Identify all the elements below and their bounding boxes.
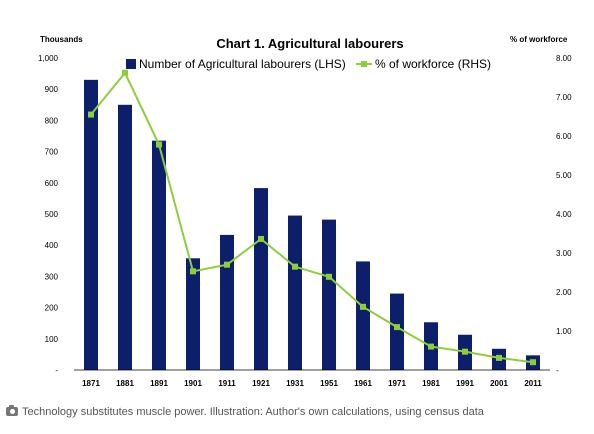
- right-tick-label: 3.00: [556, 249, 572, 258]
- line-point-1891: [156, 141, 162, 148]
- line-point-1921: [258, 235, 264, 242]
- x-tick-label: 1911: [218, 379, 236, 388]
- left-tick-label: 500: [45, 210, 59, 219]
- line-point-1991: [462, 348, 468, 355]
- left-axis-label: Thousands: [40, 35, 83, 44]
- left-tick-label: 700: [45, 148, 59, 157]
- right-tick-label: 4.00: [556, 210, 572, 219]
- x-tick-label: 1901: [184, 379, 202, 388]
- bar-1971: [390, 293, 404, 370]
- x-tick-label: 1991: [456, 379, 474, 388]
- left-tick-label: 400: [45, 241, 59, 250]
- left-tick-label: -: [55, 366, 58, 375]
- camera-icon: [6, 405, 18, 416]
- left-tick-label: 800: [45, 116, 59, 125]
- legend: Number of Agricultural labourers (LHS) %…: [126, 57, 491, 71]
- left-axis-ticks: 1,000 900 800 700 600 500 400 300 200 100 -: [38, 54, 59, 375]
- x-tick-label: 1931: [286, 379, 304, 388]
- line-point-1901: [190, 268, 196, 275]
- bar-1911: [220, 234, 234, 370]
- right-tick-label: 7.00: [556, 93, 572, 102]
- bar-1891: [152, 140, 166, 370]
- bar-1951: [322, 219, 336, 370]
- legend-line-label: % of workforce (RHS): [375, 57, 491, 71]
- right-tick-label: 6.00: [556, 132, 572, 141]
- right-tick-label: 5.00: [556, 171, 572, 180]
- line-point-2011: [530, 359, 536, 366]
- right-axis-label: % of workforce: [510, 35, 568, 44]
- bar-1871: [84, 79, 98, 370]
- legend-line-marker: [361, 61, 367, 67]
- percent-line: [90, 70, 534, 364]
- line-point-1881: [122, 69, 128, 76]
- left-tick-label: 900: [45, 85, 59, 94]
- x-tick-label: 1951: [320, 379, 338, 388]
- legend-bar-label: Number of Agricultural labourers (LHS): [139, 57, 346, 71]
- line-point-1981: [428, 343, 434, 350]
- x-tick-label: 1881: [116, 379, 134, 388]
- left-tick-label: 1,000: [38, 54, 59, 63]
- x-tick-label: 2001: [490, 379, 508, 388]
- bar-1921: [254, 188, 268, 370]
- line-point-1911: [224, 261, 230, 268]
- right-tick-label: 8.00: [556, 54, 572, 63]
- line-point-1971: [394, 324, 400, 331]
- bar-1881: [118, 104, 132, 371]
- bar-1901: [186, 258, 200, 370]
- x-tick-label: 2011: [524, 379, 542, 388]
- percent-line-series: [88, 69, 536, 366]
- bar-1961: [356, 261, 370, 370]
- line-point-1951: [326, 273, 332, 280]
- bars: [84, 79, 540, 371]
- right-axis-ticks: 8.00 7.00 6.00 5.00 4.00 3.00 2.00 1.00 -: [556, 54, 572, 375]
- right-tick-label: 2.00: [556, 288, 572, 297]
- left-tick-label: 100: [45, 335, 59, 344]
- left-tick-label: 200: [45, 304, 59, 313]
- x-tick-label: 1871: [82, 379, 100, 388]
- x-tick-label: 1961: [354, 379, 372, 388]
- left-tick-label: 600: [45, 179, 59, 188]
- caption: Technology substitutes muscle power. Ill…: [6, 405, 590, 418]
- line-point-1931: [292, 263, 298, 270]
- bar-1931: [288, 215, 302, 370]
- line-point-2001: [496, 354, 502, 361]
- legend-bar-swatch: [126, 59, 136, 69]
- x-axis-ticks: 1871 1881 1891 1901 1911 1921 1931 1951 1961 1971…: [82, 379, 542, 388]
- x-tick-label: 1921: [252, 379, 270, 388]
- line-point-1961: [360, 303, 366, 310]
- x-tick-label: 1971: [388, 379, 406, 388]
- x-tick-label: 1891: [150, 379, 168, 388]
- left-tick-label: 300: [45, 272, 59, 281]
- line-point-1871: [88, 111, 94, 118]
- caption-text: Technology substitutes muscle power. Ill…: [22, 406, 484, 418]
- right-tick-label: -: [556, 366, 559, 375]
- x-tick-label: 1981: [422, 379, 440, 388]
- right-tick-label: 1.00: [556, 327, 572, 336]
- chart-title: Chart 1. Agricultural labourers: [216, 36, 403, 51]
